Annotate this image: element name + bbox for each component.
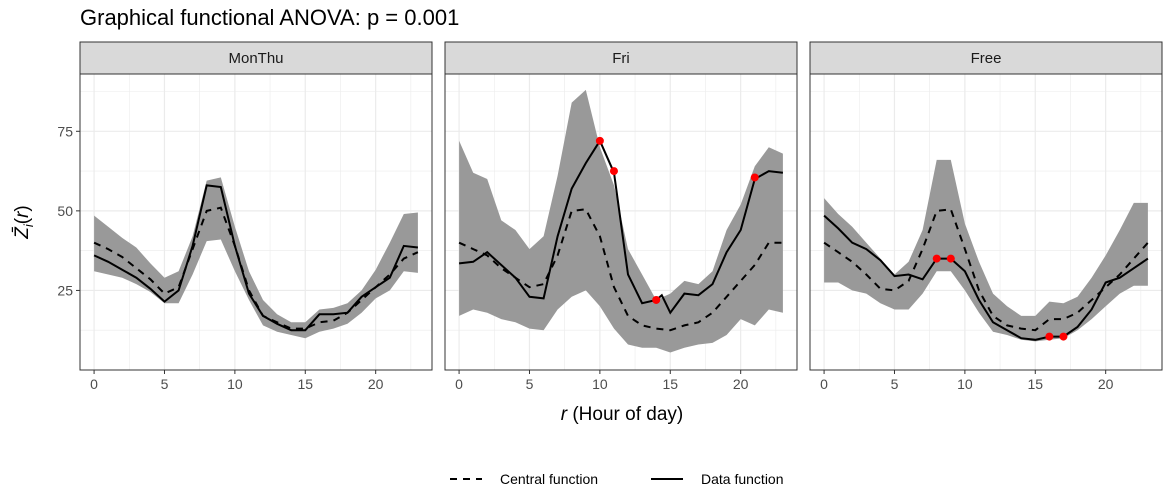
outlier-point <box>595 136 604 145</box>
central-function-line <box>823 208 1149 332</box>
data-function-line <box>93 184 419 332</box>
outlier-point <box>1059 332 1068 341</box>
panel-border <box>444 73 798 371</box>
y-axis-close: ) <box>12 205 33 211</box>
x-tick-label: 0 <box>90 376 98 392</box>
legend: Central function Data function <box>450 471 784 487</box>
outlier-point <box>652 295 661 304</box>
y-axis-subscript: i <box>21 223 36 227</box>
x-axis-title-rest: (Hour of day) <box>567 404 683 425</box>
legend-central-label: Central function <box>500 471 598 487</box>
panel-monthu: MonThu 0 5 10 15 20 25 50 75 <box>57 41 433 392</box>
y-axis-open: ( <box>12 217 33 224</box>
panel-border <box>809 73 1163 371</box>
data-function-line <box>823 214 1149 341</box>
x-tick-label: 0 <box>455 376 463 392</box>
plot-background <box>810 74 1162 370</box>
x-axis-title: r (Hour of day) <box>561 404 683 425</box>
x-tick-label: 15 <box>1027 376 1043 392</box>
central-function-line <box>458 208 783 332</box>
x-tick-label: 20 <box>733 376 749 392</box>
x-tick-label: 0 <box>820 376 828 392</box>
outlier-point <box>750 173 759 182</box>
x-tick-label: 20 <box>1098 376 1114 392</box>
x-tick-label: 15 <box>662 376 678 392</box>
envelope-band <box>94 177 418 339</box>
data-function-line <box>458 138 784 315</box>
envelope-band <box>824 159 1148 342</box>
strip-background <box>79 41 433 75</box>
legend-data-label: Data function <box>701 471 784 487</box>
y-axis-z: Z̄ <box>12 226 33 240</box>
strip-background <box>809 41 1163 75</box>
x-tick-label: 10 <box>227 376 243 392</box>
strip-label: Fri <box>612 50 630 67</box>
y-tick-label: 50 <box>57 203 73 219</box>
y-axis-title: Z̄i(r) <box>12 205 36 239</box>
plot-background <box>80 74 432 370</box>
chart-title: Graphical functional ANOVA: p = 0.001 <box>80 5 459 30</box>
y-tick-label: 25 <box>57 282 73 298</box>
outlier-point <box>932 254 941 263</box>
outlier-point <box>946 254 955 263</box>
y-axis-r: r <box>12 211 33 218</box>
panels: MonThu 0 5 10 15 20 25 50 75 Fri 0 5 10 15 20 Free 0 5 10 1… <box>57 41 1163 392</box>
panel-fri: Fri 0 5 10 15 20 <box>444 41 798 392</box>
panel-border <box>79 73 433 371</box>
y-axis-title-text: Z̄i(r) <box>12 205 36 239</box>
strip-label: MonThu <box>228 50 283 67</box>
x-axis-variable: r <box>561 404 568 425</box>
panel-free: Free 0 5 10 15 20 <box>809 41 1163 392</box>
y-tick-label: 75 <box>57 123 73 139</box>
x-tick-label: 5 <box>891 376 899 392</box>
outlier-point <box>1045 332 1054 341</box>
x-tick-label: 10 <box>592 376 608 392</box>
x-tick-label: 10 <box>957 376 973 392</box>
x-tick-label: 5 <box>161 376 169 392</box>
outlier-point <box>609 167 618 176</box>
x-tick-label: 15 <box>297 376 313 392</box>
x-tick-label: 20 <box>368 376 384 392</box>
x-tick-label: 5 <box>526 376 534 392</box>
strip-label: Free <box>971 50 1002 67</box>
